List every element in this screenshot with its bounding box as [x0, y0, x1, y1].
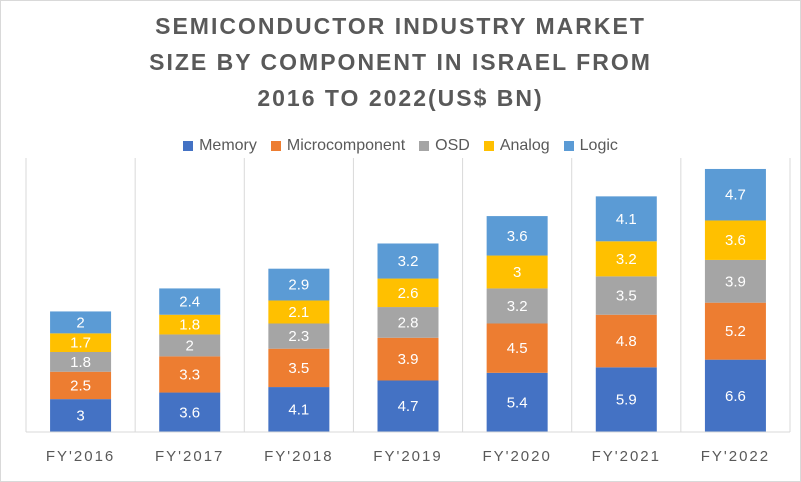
data-label-osd-6: 3.5 [616, 288, 637, 305]
data-label-microcomponent-5: 4.5 [507, 340, 528, 357]
data-label-osd-7: 3.9 [725, 273, 746, 290]
legend-item-memory: Memory [183, 137, 257, 155]
bar-osd-1 [50, 351, 112, 372]
bar-logic-5 [486, 216, 548, 256]
bar-analog-6 [595, 241, 657, 277]
data-label-microcomponent-6: 4.8 [616, 333, 637, 350]
x-tick-label-1: FY'2016 [46, 448, 115, 465]
data-label-analog-2: 1.8 [179, 317, 200, 334]
legend-item-analog: Analog [483, 137, 550, 155]
data-label-microcomponent-7: 5.2 [725, 323, 746, 340]
bar-memory-4 [377, 380, 439, 432]
bar-analog-3 [268, 300, 330, 324]
data-label-analog-1: 1.7 [70, 335, 91, 352]
chart-title-line-2: SIZE BY COMPONENT IN ISRAEL FROM [149, 49, 652, 75]
legend-label-osd: OSD [435, 137, 470, 154]
chart-title: SEMICONDUCTOR INDUSTRY MARKET SIZE BY CO… [0, 8, 801, 116]
bar-osd-6 [595, 276, 657, 315]
x-tick-label-7: FY'2022 [701, 448, 770, 465]
data-label-microcomponent-2: 3.3 [179, 366, 200, 383]
bar-memory-1 [50, 399, 112, 432]
x-tick-label-2: FY'2017 [155, 448, 224, 465]
data-label-analog-3: 2.1 [288, 304, 309, 321]
data-label-logic-2: 2.4 [179, 294, 200, 311]
legend-item-logic: Logic [563, 137, 618, 155]
data-label-analog-5: 3 [513, 264, 521, 281]
bar-analog-5 [486, 255, 548, 289]
data-label-osd-4: 2.8 [398, 314, 419, 331]
chart-title-line-1: SEMICONDUCTOR INDUSTRY MARKET [155, 13, 646, 39]
bar-analog-7 [704, 220, 766, 260]
data-label-osd-3: 2.3 [288, 328, 309, 345]
data-label-memory-3: 4.1 [288, 402, 309, 419]
x-tick-label-6: FY'2021 [592, 448, 661, 465]
legend-swatch-microcomponent [270, 141, 281, 151]
bar-memory-2 [159, 392, 221, 432]
bar-logic-3 [268, 268, 330, 301]
data-label-osd-5: 3.2 [507, 298, 528, 315]
bar-logic-7 [704, 168, 766, 221]
bar-microcomponent-6 [595, 314, 657, 368]
legend-label-microcomponent: Microcomponent [286, 137, 406, 154]
bar-microcomponent-1 [50, 371, 112, 400]
data-label-logic-5: 3.6 [507, 228, 528, 245]
bar-memory-6 [595, 367, 657, 432]
bar-osd-5 [486, 288, 548, 324]
bar-memory-3 [268, 387, 330, 432]
data-label-memory-4: 4.7 [398, 398, 419, 415]
bar-analog-1 [50, 333, 112, 352]
data-label-analog-4: 2.6 [398, 285, 419, 302]
legend-swatch-logic [563, 141, 574, 151]
bar-microcomponent-4 [377, 337, 439, 381]
data-label-memory-7: 6.6 [725, 388, 746, 405]
data-label-logic-7: 4.7 [725, 187, 746, 204]
bar-logic-1 [50, 311, 112, 334]
bar-osd-2 [159, 334, 221, 357]
legend-swatch-analog [483, 141, 494, 151]
bar-logic-4 [377, 243, 439, 279]
data-label-logic-1: 2 [76, 314, 84, 331]
bar-logic-2 [159, 288, 221, 315]
data-label-microcomponent-1: 2.5 [70, 377, 91, 394]
bar-microcomponent-7 [704, 302, 766, 360]
data-label-memory-6: 5.9 [616, 392, 637, 409]
bar-osd-4 [377, 307, 439, 338]
legend-label-logic: Logic [579, 137, 618, 154]
bar-osd-3 [268, 323, 330, 349]
data-label-analog-6: 3.2 [616, 251, 637, 268]
legend-item-microcomponent: Microcomponent [270, 137, 406, 155]
data-label-logic-3: 2.9 [288, 277, 309, 294]
legend-item-osd: OSD [419, 137, 470, 155]
data-label-microcomponent-3: 3.5 [288, 360, 309, 377]
bar-microcomponent-3 [268, 348, 330, 388]
data-label-logic-6: 4.1 [616, 211, 637, 228]
data-label-microcomponent-4: 3.9 [398, 351, 419, 368]
legend-swatch-memory [183, 141, 194, 151]
data-label-analog-7: 3.6 [725, 232, 746, 249]
data-label-osd-2: 2 [186, 337, 194, 354]
bar-memory-7 [704, 359, 766, 432]
bar-osd-7 [704, 259, 766, 303]
legend-label-analog: Analog [499, 137, 550, 154]
bar-analog-2 [159, 314, 221, 335]
legend-label-memory: Memory [199, 137, 257, 154]
x-tick-label-5: FY'2020 [482, 448, 551, 465]
bar-logic-6 [595, 196, 657, 242]
data-label-memory-2: 3.6 [179, 404, 200, 421]
data-label-memory-1: 3 [76, 408, 84, 425]
data-label-memory-5: 5.4 [507, 394, 528, 411]
x-tick-label-3: FY'2018 [264, 448, 333, 465]
bar-memory-5 [486, 372, 548, 432]
data-label-logic-4: 3.2 [398, 253, 419, 270]
data-label-osd-1: 1.8 [70, 354, 91, 371]
legend-swatch-osd [419, 141, 430, 151]
bar-microcomponent-5 [486, 323, 548, 373]
bar-microcomponent-2 [159, 356, 221, 393]
chart-title-line-3: 2016 TO 2022(US$ BN) [257, 85, 544, 111]
bar-analog-4 [377, 278, 439, 308]
x-tick-label-4: FY'2019 [373, 448, 442, 465]
chart-legend: Memory Microcomponent OSD Analog Logic [0, 135, 801, 157]
